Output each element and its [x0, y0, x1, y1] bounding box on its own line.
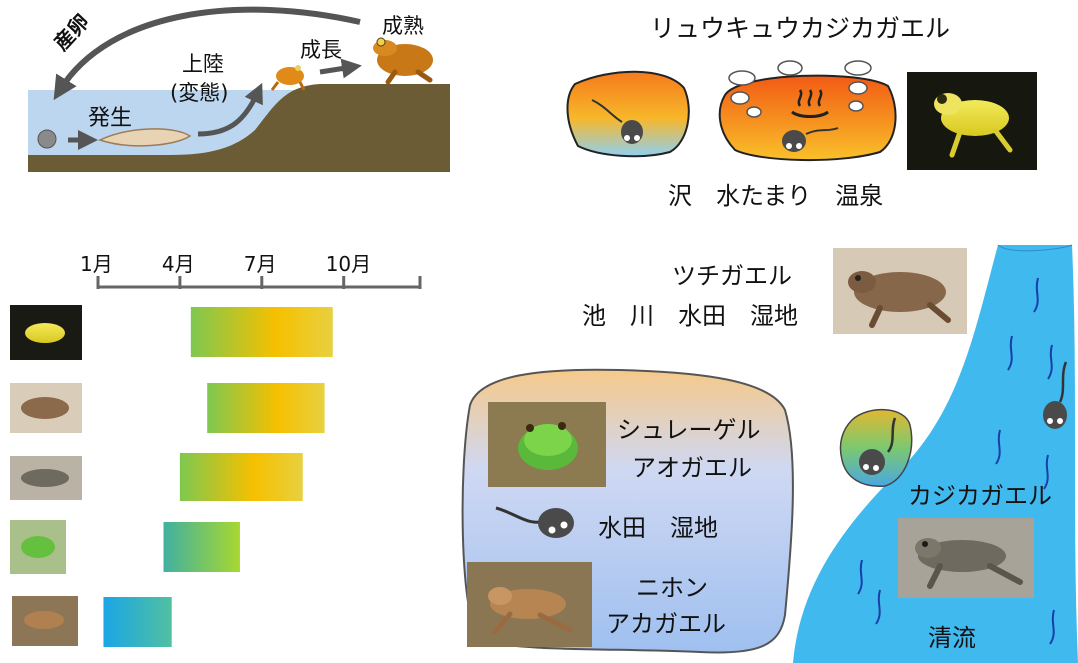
water-ripple-icon: [857, 277, 1055, 645]
tadpole-icon: [591, 99, 643, 144]
kajika-frog-icon: [915, 538, 1023, 589]
nihon-name-line1: ニホン: [636, 574, 708, 602]
ryukyu-habitats: 沢 水たまり 温泉: [668, 182, 884, 210]
breeding-season-bar: [103, 597, 172, 647]
thumb-tsuchi-frog-icon: [21, 397, 69, 419]
breeding-season-bar: [207, 383, 325, 433]
breeding-season-bar: [179, 453, 303, 501]
metamorphosis-label: (変態): [170, 81, 229, 105]
ryukyu-name: リュウキュウカジカガエル: [650, 14, 951, 43]
hot-spring-icon: [791, 89, 829, 118]
schlegel-name-line2: アオガエル: [632, 454, 752, 482]
pond-habitats: 水田 湿地: [598, 514, 718, 542]
adult-frog-icon: [373, 37, 433, 85]
breeding-season-bar: [190, 307, 333, 357]
growth-label: 成長: [300, 38, 342, 62]
lifecycle-diagram: [28, 6, 450, 172]
thumb-kajika-frog-icon: [21, 469, 69, 487]
spawn-arrow: [53, 6, 361, 101]
month-tick-label: 1月: [80, 252, 113, 276]
tadpole-icon: [495, 506, 574, 538]
growth-arrow: [319, 58, 362, 79]
ryukyu-frog-icon: [934, 93, 1013, 158]
nihon-name-line2: アカガエル: [606, 610, 726, 638]
thumb-nihon-frog-icon: [24, 611, 64, 629]
tadpole-icon: [859, 417, 897, 475]
thumb-schlegel-frog-icon: [21, 536, 55, 558]
tsuchi-habitats: 池 川 水田 湿地: [582, 302, 798, 330]
stream-pool-shape: [566, 70, 690, 158]
development-label: 発生: [88, 106, 133, 131]
thumb-ryukyu-frog-icon: [25, 323, 65, 343]
timeline-chart: [96, 276, 422, 647]
ground-slope: [28, 84, 450, 172]
stream-edge: [997, 244, 1073, 252]
landing-arrow: [197, 82, 263, 137]
kajika-name: カジカガエル: [908, 482, 1052, 510]
tsuchi-name: ツチガエル: [672, 262, 792, 290]
young-frog-icon: [270, 65, 306, 91]
timeline-thumbnails: [10, 305, 82, 646]
stream-habitat: 清流: [928, 624, 976, 652]
egg-icon: [37, 129, 57, 149]
maturity-label: 成熟: [382, 14, 424, 38]
schlegel-frog-icon: [518, 422, 578, 470]
tsuchi-frog-icon: [848, 271, 951, 328]
schlegel-name-line1: シュレーゲル: [617, 416, 761, 444]
breeding-season-bar: [163, 522, 240, 572]
stream-side-pool-shape: [839, 408, 913, 487]
landing-label: 上陸: [182, 52, 224, 76]
month-tick-label: 4月: [161, 252, 195, 276]
larva-icon: [97, 128, 192, 147]
steam-cloud-icon: [728, 60, 872, 118]
tadpole-icon: [782, 127, 839, 152]
nihon-frog-icon: [488, 587, 573, 635]
tadpole-icon: [1043, 361, 1068, 429]
month-tick-label: 10月: [325, 252, 372, 276]
ryukyu-habitats: [566, 60, 1037, 170]
month-tick-label: 7月: [243, 252, 277, 276]
